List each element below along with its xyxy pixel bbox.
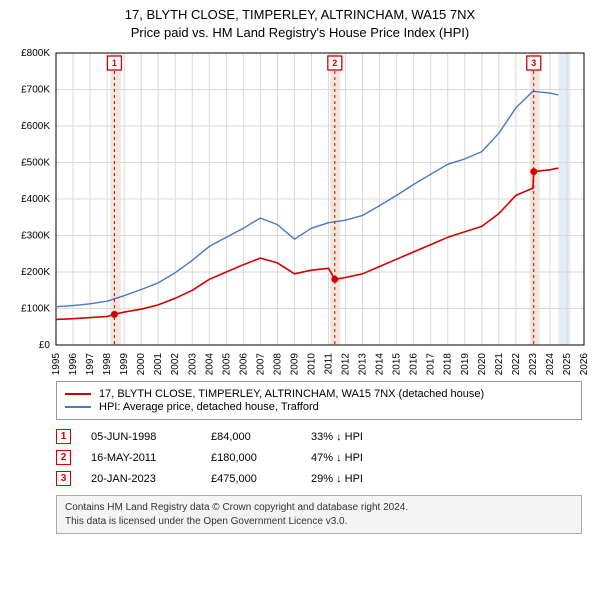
svg-text:£100K: £100K bbox=[21, 304, 50, 315]
title-block: 17, BLYTH CLOSE, TIMPERLEY, ALTRINCHAM, … bbox=[8, 6, 592, 41]
svg-text:1996: 1996 bbox=[68, 353, 79, 375]
svg-text:1995: 1995 bbox=[51, 353, 62, 375]
svg-text:2011: 2011 bbox=[324, 353, 335, 375]
title-subtitle: Price paid vs. HM Land Registry's House … bbox=[8, 24, 592, 42]
svg-text:2009: 2009 bbox=[289, 353, 300, 375]
svg-text:2012: 2012 bbox=[341, 353, 352, 375]
legend-label: 17, BLYTH CLOSE, TIMPERLEY, ALTRINCHAM, … bbox=[99, 388, 484, 400]
svg-text:1: 1 bbox=[112, 58, 117, 68]
transaction-delta: 47% ↓ HPI bbox=[311, 452, 401, 464]
transaction-marker: 3 bbox=[56, 471, 71, 486]
svg-text:2001: 2001 bbox=[153, 353, 164, 375]
transaction-date: 16-MAY-2011 bbox=[91, 452, 191, 464]
svg-text:£800K: £800K bbox=[21, 48, 50, 59]
transaction-delta: 29% ↓ HPI bbox=[311, 473, 401, 485]
plot-area: £0 £100K £200K £300K £400K £500K £600K £700K £80… bbox=[8, 45, 592, 375]
svg-text:2007: 2007 bbox=[255, 353, 266, 375]
svg-text:2017: 2017 bbox=[426, 353, 437, 375]
title-address: 17, BLYTH CLOSE, TIMPERLEY, ALTRINCHAM, … bbox=[8, 6, 592, 24]
line-chart-svg: £0 £100K £200K £300K £400K £500K £600K £700K £80… bbox=[8, 45, 592, 375]
transaction-price: £180,000 bbox=[211, 452, 291, 464]
svg-text:2014: 2014 bbox=[375, 353, 386, 375]
svg-text:2016: 2016 bbox=[409, 353, 420, 375]
svg-text:2022: 2022 bbox=[511, 353, 522, 375]
svg-text:2008: 2008 bbox=[272, 353, 283, 375]
svg-text:3: 3 bbox=[531, 58, 536, 68]
svg-text:2018: 2018 bbox=[443, 353, 454, 375]
svg-text:1998: 1998 bbox=[102, 353, 113, 375]
transaction-row: 2 16-MAY-2011 £180,000 47% ↓ HPI bbox=[56, 447, 582, 468]
svg-text:2021: 2021 bbox=[494, 353, 505, 375]
transaction-row: 3 20-JAN-2023 £475,000 29% ↓ HPI bbox=[56, 468, 582, 489]
svg-text:£700K: £700K bbox=[21, 85, 50, 96]
svg-text:£600K: £600K bbox=[21, 121, 50, 132]
svg-text:2002: 2002 bbox=[170, 353, 181, 375]
footer-line-1: Contains HM Land Registry data © Crown c… bbox=[65, 501, 573, 515]
svg-text:2015: 2015 bbox=[392, 353, 403, 375]
svg-text:2023: 2023 bbox=[528, 353, 539, 375]
svg-text:£300K: £300K bbox=[21, 231, 50, 242]
svg-text:2010: 2010 bbox=[306, 353, 317, 375]
transaction-delta: 33% ↓ HPI bbox=[311, 431, 401, 443]
svg-text:2024: 2024 bbox=[545, 353, 556, 375]
transaction-date: 20-JAN-2023 bbox=[91, 473, 191, 485]
transaction-marker: 1 bbox=[56, 429, 71, 444]
svg-text:£0: £0 bbox=[39, 340, 51, 351]
legend-label: HPI: Average price, detached house, Traf… bbox=[99, 401, 319, 413]
svg-text:1999: 1999 bbox=[119, 353, 130, 375]
transaction-marker: 2 bbox=[56, 450, 71, 465]
svg-text:2025: 2025 bbox=[562, 353, 573, 375]
attribution-footer: Contains HM Land Registry data © Crown c… bbox=[56, 495, 582, 534]
footer-line-2: This data is licensed under the Open Gov… bbox=[65, 515, 573, 529]
svg-text:2020: 2020 bbox=[477, 353, 488, 375]
svg-text:2013: 2013 bbox=[358, 353, 369, 375]
svg-text:2: 2 bbox=[332, 58, 337, 68]
svg-text:£400K: £400K bbox=[21, 194, 50, 205]
chart-container: 17, BLYTH CLOSE, TIMPERLEY, ALTRINCHAM, … bbox=[0, 0, 600, 542]
svg-text:£200K: £200K bbox=[21, 267, 50, 278]
transaction-price: £84,000 bbox=[211, 431, 291, 443]
transaction-row: 1 05-JUN-1998 £84,000 33% ↓ HPI bbox=[56, 426, 582, 447]
svg-text:2005: 2005 bbox=[221, 353, 232, 375]
svg-text:£500K: £500K bbox=[21, 158, 50, 169]
svg-text:2019: 2019 bbox=[460, 353, 471, 375]
svg-text:2003: 2003 bbox=[187, 353, 198, 375]
svg-text:2006: 2006 bbox=[238, 353, 249, 375]
svg-text:2000: 2000 bbox=[136, 353, 147, 375]
legend: 17, BLYTH CLOSE, TIMPERLEY, ALTRINCHAM, … bbox=[56, 381, 582, 420]
transaction-price: £475,000 bbox=[211, 473, 291, 485]
svg-text:1997: 1997 bbox=[85, 353, 96, 375]
legend-item: HPI: Average price, detached house, Traf… bbox=[65, 401, 573, 413]
transaction-table: 1 05-JUN-1998 £84,000 33% ↓ HPI 2 16-MAY-2011… bbox=[56, 426, 582, 489]
transaction-date: 05-JUN-1998 bbox=[91, 431, 191, 443]
legend-swatch bbox=[65, 393, 91, 395]
legend-item: 17, BLYTH CLOSE, TIMPERLEY, ALTRINCHAM, … bbox=[65, 388, 573, 400]
svg-text:2026: 2026 bbox=[579, 353, 590, 375]
legend-swatch bbox=[65, 406, 91, 408]
svg-text:2004: 2004 bbox=[204, 353, 215, 375]
